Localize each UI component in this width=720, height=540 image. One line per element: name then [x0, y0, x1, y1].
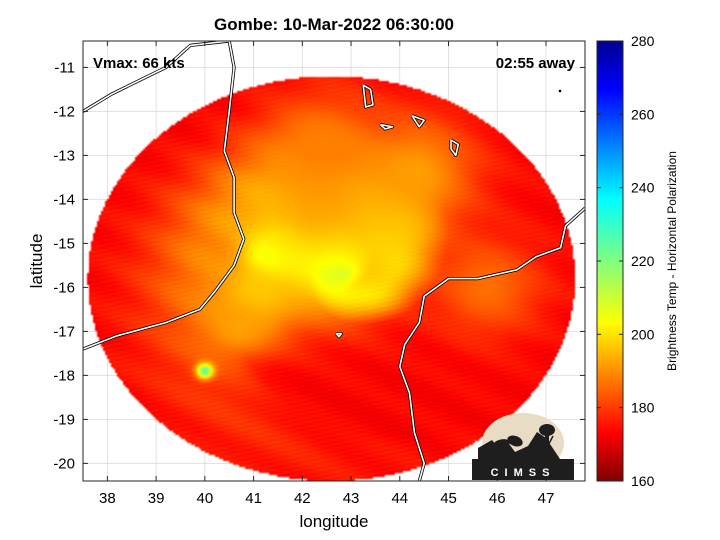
coastline-mayotte	[450, 139, 460, 157]
colorbar-tick-label: 220	[631, 253, 655, 269]
x-tick-label: 44	[391, 490, 408, 507]
coastline-comoros-anjouan	[411, 115, 425, 128]
y-tick-label: -12	[53, 103, 75, 120]
y-tick-label: -16	[53, 279, 75, 296]
cimss-logo: CIMSS	[472, 413, 574, 480]
x-tick-label: 41	[245, 490, 262, 507]
coastline-madagascar	[399, 207, 585, 481]
x-tick-label: 46	[489, 490, 506, 507]
x-tick-label: 39	[148, 490, 165, 507]
y-tick-label: -13	[53, 147, 75, 164]
chart-title: Gombe: 10-Mar-2022 06:30:00	[214, 15, 454, 34]
y-tick-label: -19	[53, 411, 75, 428]
y-tick-label: -14	[53, 191, 75, 208]
x-tick-label: 45	[440, 490, 457, 507]
x-tick-label: 40	[197, 490, 214, 507]
coastlines	[83, 41, 585, 481]
colorbar-tick-label: 260	[631, 106, 655, 122]
coastline-comoros-moheli	[379, 123, 394, 130]
colorbar-ticks: 280 260 240 220 200 180 160	[597, 33, 655, 489]
y-tick-label: -18	[53, 367, 75, 384]
x-tick-label: 47	[538, 490, 555, 507]
y-axis-label: latitude	[27, 234, 46, 289]
y-tick-label: -17	[53, 323, 75, 340]
colorbar-tick-label: 200	[631, 326, 655, 342]
x-ticks: 38 39 40 41 42 43 44 45 46 47	[99, 41, 554, 507]
x-tick-label: 38	[99, 490, 116, 507]
coastline-juan-de-nova	[335, 332, 343, 338]
colorbar-tick-label: 280	[631, 33, 655, 49]
y-ticks: -11 -12 -13 -14 -15 -16 -17 -18 -19 -20	[53, 59, 585, 472]
coastline-africa	[83, 41, 245, 350]
y-tick-label: -11	[54, 59, 75, 76]
coastline-comoros-grande	[362, 84, 374, 108]
colorbar-tick-label: 240	[631, 180, 655, 196]
colorbar-tick-label: 180	[631, 400, 655, 416]
small-dot-marker	[558, 89, 562, 93]
x-axis-label: longitude	[299, 512, 368, 531]
axes-frame	[82, 40, 586, 482]
x-tick-label: 43	[343, 490, 360, 507]
colorbar-tick-label: 160	[631, 473, 655, 489]
logo-text: CIMSS	[491, 467, 556, 479]
vmax-annotation: Vmax: 66 kts	[93, 55, 185, 72]
x-tick-label: 42	[294, 490, 311, 507]
time-offset-annotation: 02:55 away	[496, 55, 576, 72]
y-tick-label: -20	[53, 455, 75, 472]
colorbar-label: Brightness Temp - Horizontal Polarizatio…	[665, 151, 679, 371]
y-tick-label: -15	[53, 235, 75, 252]
heatmap-swath	[83, 41, 585, 481]
